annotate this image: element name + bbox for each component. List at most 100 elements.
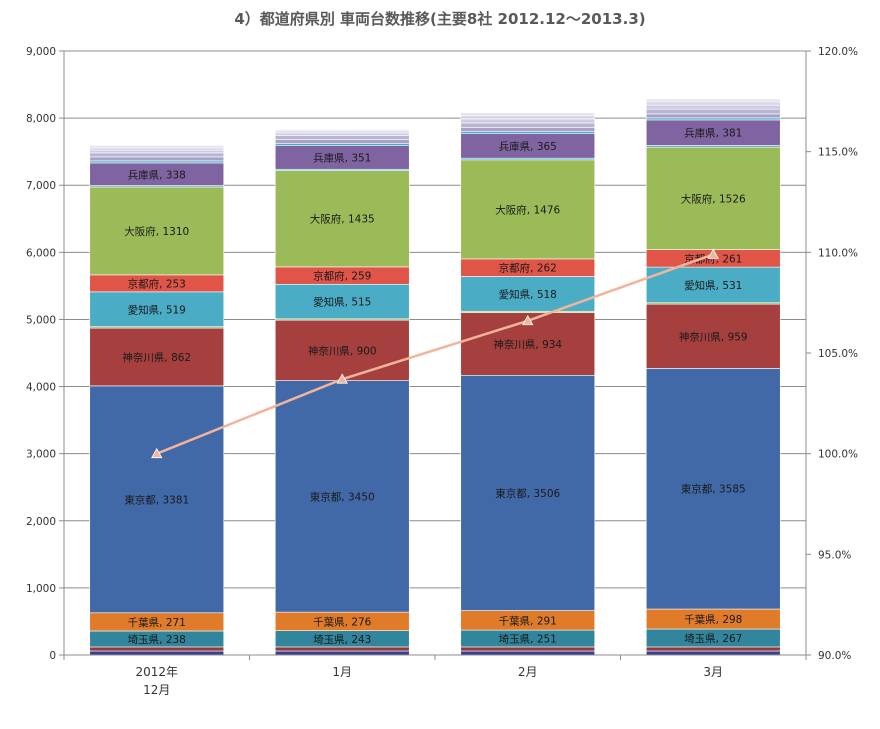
x-tick-label: 2月 — [518, 665, 538, 679]
line-marker — [707, 248, 719, 259]
data-label: 千葉県, 276 — [313, 615, 372, 628]
data-label: 兵庫県, 351 — [313, 151, 371, 164]
data-label: 埼玉県, 251 — [499, 633, 557, 646]
bar-segment — [460, 131, 596, 134]
x-tick-label: 12月 — [143, 683, 170, 697]
y-tick-label: 2,000 — [26, 516, 56, 528]
bar-segment — [460, 646, 596, 652]
line-series — [151, 248, 719, 459]
data-label: 愛知県, 519 — [128, 303, 186, 316]
bar-segment — [89, 149, 225, 154]
line-marker — [336, 373, 348, 384]
data-label: 兵庫県, 381 — [684, 127, 742, 140]
bar-segment — [460, 115, 596, 120]
bar-segment — [274, 139, 410, 144]
data-label: 神奈川県, 900 — [308, 344, 377, 357]
bar-segment — [645, 108, 781, 115]
y-tick-label: 8,000 — [26, 113, 56, 125]
bar-segment — [460, 122, 596, 128]
y-tick-label: 1,000 — [26, 583, 56, 595]
bar-segment — [89, 160, 225, 164]
bar-segment — [460, 374, 596, 611]
data-label: 京都府, 253 — [128, 277, 186, 290]
y2-tick-label: 90.0% — [818, 650, 851, 662]
bar-segment — [460, 118, 596, 124]
data-label: 東京都, 3450 — [310, 490, 375, 503]
data-label: 大阪府, 1310 — [124, 225, 189, 238]
bar-segment — [645, 98, 781, 103]
x-tick-label: 1月 — [332, 665, 352, 679]
line-marker — [151, 447, 163, 459]
bar-segment — [89, 145, 225, 149]
bar-segment — [645, 104, 781, 110]
data-label: 神奈川県, 934 — [493, 338, 562, 351]
data-label: 愛知県, 518 — [499, 288, 557, 301]
data-labels: 埼玉県, 238 千葉県, 271 東京都, 3381 神奈川県, 862 愛知県, 5… — [122, 127, 747, 646]
data-label: 東京都, 3585 — [681, 483, 746, 496]
bar-segment — [89, 650, 225, 656]
y2-tick-label: 120.0% — [818, 46, 858, 58]
bar-segment — [645, 113, 781, 119]
bar-segment — [460, 650, 596, 656]
y2-tick-label: 95.0% — [818, 549, 851, 561]
data-label: 京都府, 262 — [499, 262, 557, 275]
data-label: 千葉県, 271 — [128, 616, 186, 629]
bar-segment — [274, 143, 410, 146]
y-tick-label: 0 — [49, 650, 56, 662]
data-label: 神奈川県, 862 — [122, 351, 191, 364]
bar-segment — [89, 147, 225, 151]
bar-segment — [274, 132, 410, 136]
bar-segment — [645, 650, 781, 656]
axes: 0 1,000 2,000 3,000 4,000 5,000 6,000 7,000 8,00… — [26, 46, 858, 697]
bar-segment — [274, 319, 410, 381]
data-label: 千葉県, 298 — [684, 613, 742, 626]
data-label: 兵庫県, 338 — [128, 168, 186, 181]
data-label: 埼玉県, 238 — [128, 633, 186, 646]
y-tick-label: 3,000 — [26, 449, 56, 461]
data-label: 大阪府, 1526 — [681, 192, 746, 205]
bar-segment — [89, 327, 225, 387]
data-label: 神奈川県, 959 — [679, 330, 748, 343]
bar-segment — [645, 101, 781, 106]
data-label: 京都府, 261 — [684, 252, 742, 265]
y2-tick-label: 110.0% — [818, 247, 858, 259]
bar-segment — [645, 266, 781, 304]
data-label: 大阪府, 1435 — [310, 213, 375, 226]
y-tick-label: 4,000 — [26, 382, 56, 394]
y-tick-label: 7,000 — [26, 180, 56, 192]
bar-segment — [274, 650, 410, 656]
data-label: 東京都, 3506 — [495, 487, 560, 500]
y2-tick-label: 115.0% — [818, 147, 858, 159]
bar-segment — [460, 112, 596, 116]
bar-segment — [89, 156, 225, 162]
data-label: 兵庫県, 365 — [499, 140, 557, 153]
data-label: 埼玉県, 243 — [313, 633, 371, 646]
bar-segment — [274, 129, 410, 132]
y-tick-label: 5,000 — [26, 314, 56, 326]
bar-segment — [89, 385, 225, 614]
bar-segment — [645, 119, 781, 146]
chart-title: 4）都道府県別 車両台数推移(主要8社 2012.12～2013.3) — [234, 10, 645, 28]
data-label: 東京都, 3381 — [124, 493, 189, 506]
y2-tick-label: 100.0% — [818, 449, 858, 461]
y-tick-label: 6,000 — [26, 247, 56, 259]
data-label: 愛知県, 531 — [684, 279, 742, 292]
bar-segment — [274, 283, 410, 320]
bar-segment — [274, 130, 410, 134]
bars — [89, 98, 781, 656]
bar-segment — [89, 152, 225, 158]
bar-segment — [89, 291, 225, 327]
bar-segment — [89, 646, 225, 652]
bar-segment — [274, 135, 410, 140]
bar-segment — [274, 380, 410, 613]
y-tick-label: 9,000 — [26, 46, 56, 58]
line-series-path — [156, 253, 714, 455]
line-marker — [522, 314, 534, 326]
x-tick-label: 2012年 — [135, 665, 178, 679]
bar-segment — [89, 186, 225, 276]
bar-segment — [645, 646, 781, 652]
data-label: 千葉県, 291 — [499, 614, 557, 627]
y2-tick-label: 105.0% — [818, 348, 858, 360]
